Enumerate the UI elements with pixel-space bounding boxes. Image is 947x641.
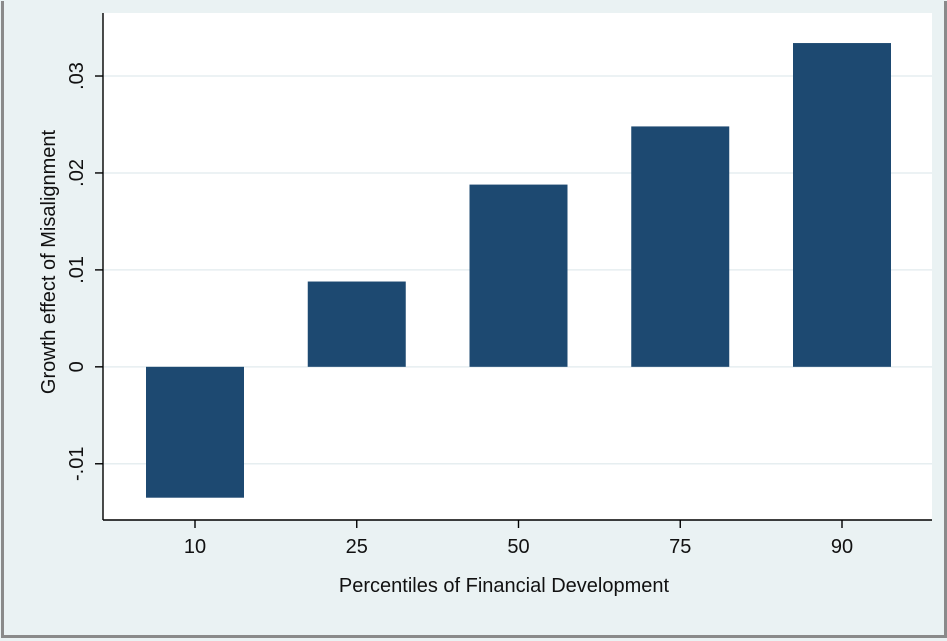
x-tick-label: 75	[669, 536, 691, 558]
x-tick-label: 90	[831, 536, 853, 558]
bar-10	[146, 366, 244, 498]
x-tick-label: 25	[346, 536, 368, 558]
x-ticks: 10 25 50 75 90	[184, 520, 853, 558]
y-tick-label: .02	[66, 159, 88, 187]
y-tick-label: 0	[66, 361, 88, 372]
y-tick-label: .03	[66, 62, 88, 90]
x-tick-label: 10	[184, 536, 206, 558]
x-axis-label: Percentiles of Financial Development	[339, 575, 670, 597]
y-tick-label: -.01	[66, 447, 88, 481]
bar-25	[307, 281, 406, 367]
y-ticks: -.01 0 .01 .02 .03	[66, 62, 103, 481]
x-tick-label: 50	[507, 536, 529, 558]
y-axis-label: Growth effect of Misalignment	[38, 129, 60, 394]
bar-90	[793, 43, 891, 367]
bar-75	[631, 126, 730, 367]
bar-50	[469, 184, 568, 367]
bars	[146, 43, 891, 498]
y-tick-label: .01	[66, 256, 88, 284]
